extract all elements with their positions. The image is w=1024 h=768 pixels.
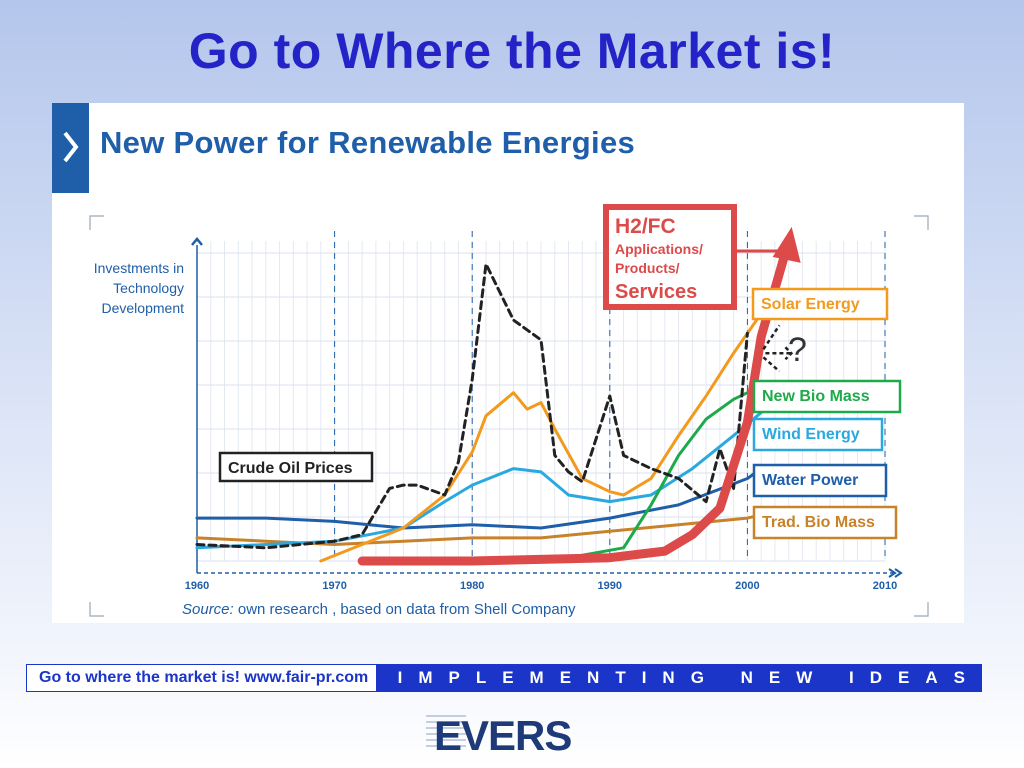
label-new-biomass-text: New Bio Mass xyxy=(762,388,870,405)
series-line-1 xyxy=(319,312,763,563)
h2fc-arrowhead-icon xyxy=(772,226,801,263)
x-tick-label: 1960 xyxy=(185,580,209,592)
chevron-right-icon xyxy=(63,131,79,163)
series-line-4 xyxy=(195,467,763,530)
chart-series xyxy=(195,226,801,566)
label-crude-oil: Crude Oil Prices xyxy=(218,451,374,483)
panel-tab xyxy=(52,103,89,193)
panel-heading: New Power for Renewable Energies xyxy=(100,125,636,160)
footer-tagline: IMPLEMENTING NEW IDEAS xyxy=(397,668,981,687)
x-tick-label: 2000 xyxy=(735,580,759,592)
label-h2fc-line4: Services xyxy=(615,281,697,303)
y-axis-arrow-icon xyxy=(191,237,203,246)
label-water-frame xyxy=(752,463,888,498)
label-h2fc-frame xyxy=(603,204,737,310)
footer-bar: Go to where the market is! www.fair-pr.c… xyxy=(26,664,982,692)
label-wind: Wind Energy xyxy=(752,417,884,452)
label-solar: Solar Energy xyxy=(751,287,889,321)
source-text: own research , based on data from Shell … xyxy=(233,601,576,618)
label-crude-oil-frame xyxy=(218,451,374,483)
source-label: Source: xyxy=(182,601,234,618)
label-h2fc-line2: Applications/ xyxy=(615,241,703,257)
y-axis-label: Investments in Technology Development xyxy=(93,260,184,316)
x-tick-label: 1980 xyxy=(460,580,484,592)
label-wind-text: Wind Energy xyxy=(762,426,860,443)
label-new-biomass: New Bio Mass xyxy=(752,379,902,414)
slide-title: Go to Where the Market is! xyxy=(188,23,836,79)
question-mark-annotation: ? xyxy=(788,331,807,369)
source-note: Source: own research , based on data fro… xyxy=(182,601,576,618)
label-h2fc-title: H2/FC xyxy=(615,215,676,238)
svg-text:EVERS: EVERS xyxy=(434,712,571,759)
chart-panel: New Power for Renewable Energies 1960 197… xyxy=(52,103,964,623)
series-line-6 xyxy=(357,236,794,566)
label-water: Water Power xyxy=(752,463,888,498)
evers-logo: EVERS xyxy=(426,712,572,759)
label-wind-frame xyxy=(752,417,884,452)
label-crude-oil-text: Crude Oil Prices xyxy=(228,460,353,477)
series-line-2 xyxy=(567,384,763,560)
x-tick-labels: 1960 1970 1980 1990 2000 2010 xyxy=(185,580,897,592)
series-labels: Crude Oil Prices Solar Energy New Bio Mass… xyxy=(218,204,902,540)
x-tick-label: 2010 xyxy=(873,580,897,592)
footer-link-text[interactable]: Go to where the market is! www.fair-pr.c… xyxy=(27,665,376,691)
label-h2fc-line3: Products/ xyxy=(615,260,680,276)
x-tick-label: 1990 xyxy=(598,580,622,592)
label-h2fc: H2/FC Applications/Products/Services xyxy=(603,204,797,310)
x-axis-arrow-icon xyxy=(888,568,903,578)
label-trad-biomass-text: Trad. Bio Mass xyxy=(762,514,875,531)
label-water-text: Water Power xyxy=(762,472,858,489)
x-tick-label: 1970 xyxy=(322,580,346,592)
corner-brackets xyxy=(89,215,929,617)
question-arrows-icon xyxy=(762,324,794,373)
label-solar-text: Solar Energy xyxy=(761,296,860,313)
label-trad-biomass-frame xyxy=(752,505,898,540)
label-solar-frame xyxy=(751,287,889,321)
chart: 1960 1970 1980 1990 2000 2010 Crude Oil Price… xyxy=(63,131,929,617)
label-trad-biomass: Trad. Bio Mass xyxy=(752,505,898,540)
label-new-biomass-frame xyxy=(752,379,902,414)
series-line-0 xyxy=(195,262,749,550)
